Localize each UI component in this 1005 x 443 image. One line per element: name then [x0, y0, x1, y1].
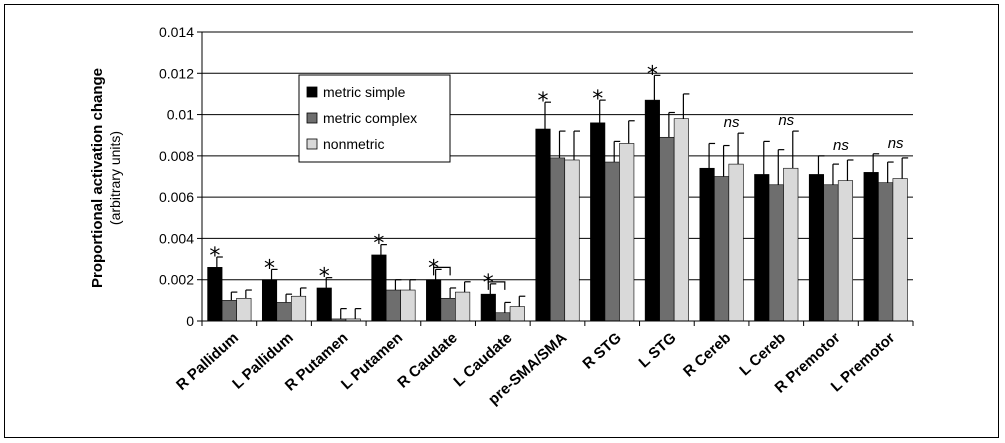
legend-swatch: [306, 138, 318, 150]
category-label: L STG: [636, 329, 680, 371]
y-tick-label: 0.014: [159, 24, 194, 40]
significance-bracket: [433, 266, 451, 276]
bar: [728, 163, 744, 322]
error-bars: [216, 74, 909, 319]
legend-label: metric simple: [323, 84, 406, 100]
bar: [619, 143, 635, 322]
y-tick-label: 0.01: [167, 107, 194, 123]
bar: [400, 289, 416, 322]
bar: [221, 300, 237, 322]
bar: [878, 182, 894, 322]
y-axis-title-group: Proportional activation change (arbitrar…: [89, 68, 123, 288]
y-tick-label: 0.002: [159, 272, 194, 288]
bars: [207, 99, 908, 322]
bar: [535, 128, 551, 322]
bar: [604, 161, 620, 322]
bar: [644, 99, 660, 322]
y-tick-label: 0.004: [159, 230, 194, 246]
y-tick-labels: 0 0.002 0.004 0.006 0.008 0.01 0.012 0.014: [159, 24, 194, 329]
significance-star: *: [319, 265, 330, 290]
bar: [783, 167, 799, 322]
bar: [371, 254, 387, 322]
bar: [509, 306, 525, 322]
significance-star: *: [264, 256, 275, 281]
bar: [673, 118, 689, 322]
category-label: R Cereb: [680, 329, 734, 380]
significance-star: *: [592, 87, 603, 112]
bar: [207, 267, 223, 322]
ns-annotation: ns: [724, 114, 740, 131]
category-label: R Caudate: [394, 329, 461, 391]
ns-annotation: ns: [833, 137, 849, 154]
bar: [590, 122, 606, 322]
legend: metric simple metric complex nonmetric: [298, 74, 451, 163]
bar: [495, 312, 511, 322]
bar: [385, 289, 401, 322]
bar: [564, 159, 580, 322]
bar: [236, 297, 252, 322]
legend-box: [298, 74, 451, 163]
bar: [455, 291, 471, 322]
y-tick-label: 0.008: [159, 148, 194, 164]
bar: [316, 287, 332, 322]
bar: [714, 176, 730, 322]
significance-star: *: [647, 62, 658, 87]
bar: [863, 172, 879, 322]
legend-label: metric complex: [323, 110, 417, 126]
axes: [197, 31, 914, 326]
ns-annotation: ns: [888, 135, 904, 152]
y-tick-label: 0: [186, 313, 194, 329]
significance-star: *: [209, 244, 220, 269]
bar: [837, 180, 854, 322]
legend-swatch: [306, 86, 318, 98]
category-label: R STG: [579, 329, 624, 372]
ns-annotation: ns: [778, 112, 794, 129]
bar: [480, 293, 496, 322]
y-axis-title: Proportional activation change: [89, 68, 106, 288]
bar: [440, 297, 456, 322]
bar: [892, 178, 908, 322]
bar: [261, 279, 278, 322]
bar: [426, 279, 442, 322]
bar: [549, 157, 566, 322]
significance-star: *: [538, 89, 549, 114]
bar: [276, 302, 292, 322]
bar: [808, 174, 825, 322]
bar: [290, 295, 307, 322]
bar: [659, 136, 675, 322]
bar: [699, 167, 715, 322]
legend-swatch: [306, 112, 318, 124]
category-label: L Cereb: [736, 329, 789, 379]
significance-star: *: [373, 232, 384, 257]
bar: [754, 174, 770, 322]
bar: [768, 184, 784, 322]
bar: [823, 184, 839, 322]
significance-bracket: [487, 281, 506, 290]
y-axis-subtitle: (arbitrary units): [107, 131, 123, 225]
y-tick-label: 0.006: [159, 189, 194, 205]
legend-label: nonmetric: [323, 136, 384, 152]
y-tick-label: 0.012: [159, 65, 194, 81]
figure-frame: [4, 4, 999, 438]
